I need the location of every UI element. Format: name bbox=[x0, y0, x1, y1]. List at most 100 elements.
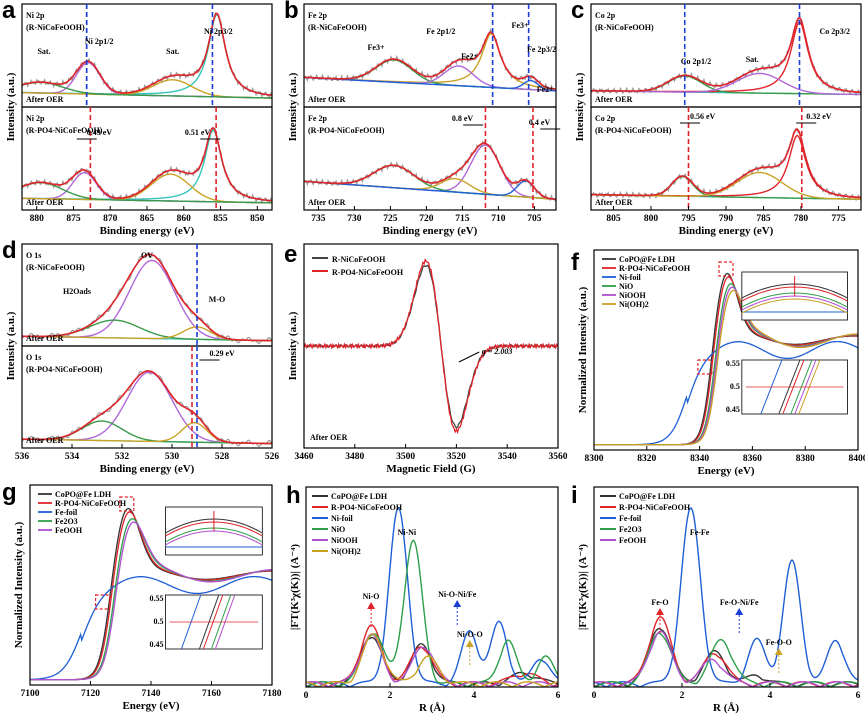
panel-letter: b bbox=[284, 0, 299, 24]
x-axis-label: Binding energy (eV) bbox=[100, 225, 195, 237]
subplot-sample: (R-PO4-NiCoFeOOH) bbox=[595, 126, 672, 135]
legend-label: Fe-foil bbox=[55, 508, 78, 517]
legend-label: FeOOH bbox=[55, 526, 83, 535]
subplot-title: Ni 2p bbox=[26, 11, 45, 20]
panel-a: Ni 2p (R-NiCoFeOOH) After OER Ni 2p (R-PO4-N… bbox=[2, 0, 273, 237]
peak-annotation: Ni-O-Ni/Fe bbox=[438, 590, 477, 599]
x-tick-label: 3480 bbox=[345, 452, 364, 462]
x-tick-label: 715 bbox=[455, 214, 470, 224]
plot-frame bbox=[21, 345, 273, 449]
zoom-region-box bbox=[94, 594, 111, 610]
panel-g: CoPO@Fe LDHR-PO4-NiCoFeOOHFe-foilFe2O3Fe… bbox=[2, 479, 282, 712]
legend-label: R-NiCoFeOOH bbox=[332, 255, 386, 264]
x-tick-label: 800 bbox=[644, 214, 659, 224]
raw-data-curve bbox=[21, 369, 273, 447]
subplot-footer: After OER bbox=[595, 95, 633, 104]
x-axis-label: Binding energy (eV) bbox=[100, 463, 195, 475]
series-curve-Ni(OH)2 bbox=[305, 633, 559, 688]
peak-marker bbox=[656, 608, 664, 615]
panel-b: Fe 2p (R-NiCoFeOOH) After OER Fe 2p (R-PO4-N… bbox=[284, 0, 561, 237]
inset-tick-label: 0.5 bbox=[154, 617, 164, 626]
legend-label: CoPO@Fe LDH bbox=[619, 492, 676, 501]
x-tick-label: 735 bbox=[311, 214, 326, 224]
panel-letter: e bbox=[284, 241, 297, 268]
envelope-fit-curve bbox=[21, 12, 273, 97]
raw-data-curve bbox=[21, 126, 273, 205]
x-tick-label: 7180 bbox=[263, 689, 282, 699]
shift-annotation: 0.56 eV bbox=[690, 112, 716, 121]
peak-annotation: Sat. bbox=[166, 47, 179, 56]
peak-annotation: Sat. bbox=[37, 47, 50, 56]
subplot-footer: After OER bbox=[595, 198, 633, 207]
peak-annotation: Fe3+ bbox=[368, 43, 385, 52]
x-tick-label: 725 bbox=[383, 214, 398, 224]
peak-annotation: Ni-O-O bbox=[457, 630, 483, 639]
x-tick-label: 6 bbox=[556, 691, 561, 701]
legend-label: Fe-foil bbox=[619, 514, 642, 523]
peak-annotation: Fe2+ bbox=[461, 52, 478, 61]
legend-label: NiO bbox=[331, 525, 345, 534]
panel-letter: i bbox=[571, 482, 578, 509]
peak-marker bbox=[453, 600, 462, 607]
legend-label: FeOOH bbox=[619, 536, 647, 545]
peak-annotation: Ni 2p3/2 bbox=[204, 27, 233, 36]
subplot-sample: (R-PO4-NiCoFeOOH) bbox=[26, 365, 103, 374]
annotation-arrow bbox=[458, 351, 480, 363]
x-tick-label: 875 bbox=[66, 214, 81, 224]
legend-label: CoPO@Fe LDH bbox=[331, 492, 388, 501]
x-tick-label: 790 bbox=[719, 214, 734, 224]
x-tick-label: 536 bbox=[15, 452, 30, 462]
envelope-fit-curve bbox=[22, 370, 273, 445]
envelope-fit-curve bbox=[591, 128, 862, 199]
inset-tick-label: 0.55 bbox=[726, 359, 740, 368]
zoom-region-box bbox=[697, 359, 713, 375]
legend-label: NiOOH bbox=[619, 291, 646, 300]
y-axis-label: Intensity (a.u.) bbox=[574, 72, 586, 141]
x-tick-label: 3500 bbox=[396, 452, 415, 462]
subplot-footer: After OER bbox=[26, 334, 64, 343]
subplot-title: Fe 2p bbox=[308, 11, 327, 20]
legend-label: Ni(OH)2 bbox=[619, 300, 649, 309]
peak-annotation: Ni-Ni bbox=[397, 528, 416, 537]
legend-label: NiO bbox=[619, 282, 633, 291]
x-tick-label: 8360 bbox=[743, 454, 762, 464]
panel-letter: f bbox=[571, 249, 580, 276]
fit-component-curve bbox=[21, 259, 272, 342]
envelope-fit-curve bbox=[303, 31, 557, 90]
x-tick-label: 8300 bbox=[585, 454, 604, 464]
series-curve-R-PO4-NiCoFeOOH bbox=[303, 258, 559, 435]
peak-annotation: Fe-O bbox=[651, 598, 668, 607]
envelope-fit-curve bbox=[303, 142, 557, 200]
series-curve-Ni(OH)2 bbox=[594, 289, 858, 446]
panel-letter: h bbox=[286, 482, 301, 509]
x-tick-label: 860 bbox=[177, 214, 192, 224]
x-tick-label: 720 bbox=[419, 214, 434, 224]
peak-annotation: Fe-Fe bbox=[690, 528, 710, 537]
series-curve-Fe-foil bbox=[30, 575, 273, 681]
shift-annotation: 0.32 eV bbox=[806, 112, 832, 121]
subplot-title: O 1s bbox=[26, 251, 41, 260]
x-tick-label: 865 bbox=[140, 214, 155, 224]
subplot-footer: After OER bbox=[310, 433, 348, 442]
series-curve-Ni-foil bbox=[305, 507, 559, 688]
x-tick-label: 4 bbox=[768, 691, 773, 701]
peak-marker bbox=[367, 602, 376, 609]
peak-annotation: Fe-O-O bbox=[766, 638, 792, 647]
fit-component-curve bbox=[303, 76, 557, 92]
x-tick-label: 710 bbox=[491, 214, 506, 224]
y-axis-label: Intensity (a.u.) bbox=[287, 311, 299, 380]
y-axis-label: Normalized Intensity (a.u.) bbox=[577, 286, 589, 413]
peak-annotation: Ni 2p1/2 bbox=[85, 37, 114, 46]
subplot-sample: (R-PO4-NiCoFeOOH) bbox=[26, 126, 103, 135]
inset-tick-label: 0.45 bbox=[150, 640, 164, 649]
legend-label: Ni-foil bbox=[331, 514, 354, 523]
x-tick-label: 2 bbox=[388, 691, 393, 701]
legend-label: Fe2O3 bbox=[55, 517, 78, 526]
x-axis-label: R (Å) bbox=[419, 702, 445, 714]
x-tick-label: 3540 bbox=[498, 452, 517, 462]
zoom-region-box bbox=[119, 496, 135, 512]
fit-component-curve bbox=[21, 129, 273, 202]
series-curve-Fe2O3 bbox=[593, 632, 859, 688]
subplot-footer: After OER bbox=[26, 436, 64, 445]
zoom-region-box bbox=[718, 261, 734, 277]
